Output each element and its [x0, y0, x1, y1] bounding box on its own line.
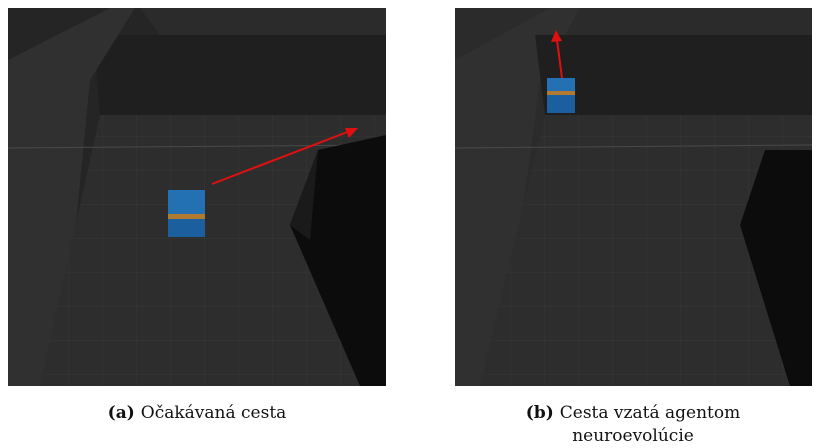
scene-b — [455, 8, 812, 386]
caption-text: Očakávaná cesta — [141, 403, 287, 423]
caption-label: (b) — [526, 403, 554, 423]
scene-a — [8, 8, 386, 386]
figure — [0, 0, 819, 448]
caption-b: (b) Cesta vzatá agentom neuroevolúcie — [505, 402, 761, 448]
caption-text: Cesta vzatá agentom neuroevolúcie — [560, 403, 740, 446]
caption-a: (a) Očakávaná cesta — [40, 402, 354, 425]
caption-label: (a) — [108, 403, 135, 423]
figure-page: (a) Očakávaná cesta (b) Cesta vzatá agento… — [0, 0, 819, 448]
